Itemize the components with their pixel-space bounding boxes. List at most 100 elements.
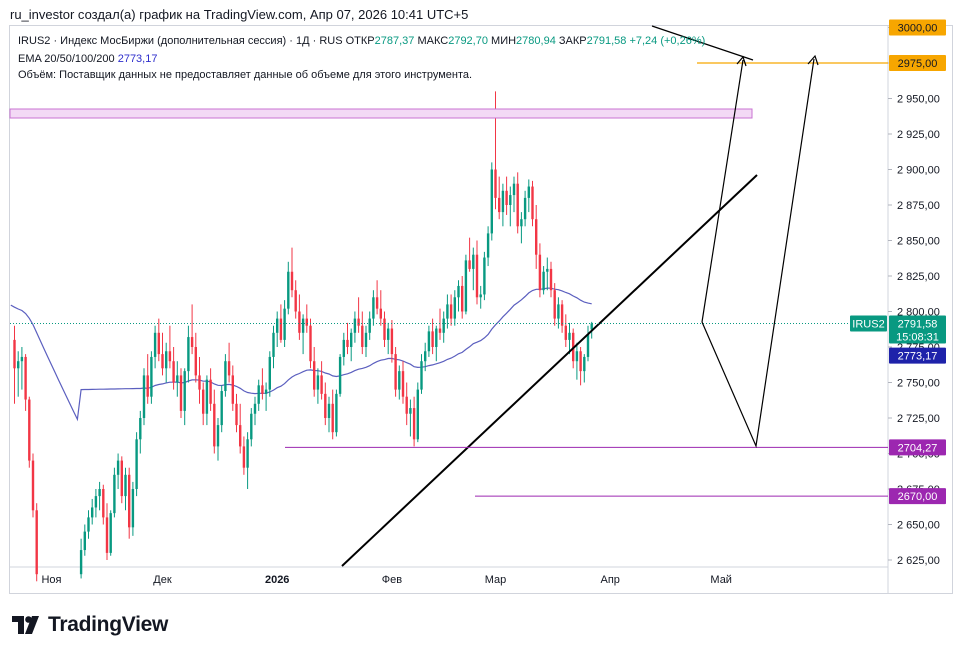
candle-body [486,233,490,258]
candle-body [187,337,190,372]
y-tick-label: 2 825,00 [897,271,940,283]
candle-body [583,356,586,372]
candle-body [165,351,168,369]
candle-body [91,507,94,518]
candle-body [449,304,453,319]
candle-body [468,260,471,269]
x-tick-label: Ноя [41,574,61,586]
candle-body [560,304,564,326]
drawings [9,25,888,567]
candle-body [305,318,308,326]
candle-body [557,304,560,319]
candle-body [150,356,153,397]
candle-body [283,308,286,340]
candle-body [546,268,549,272]
candle-body [579,351,582,372]
legend-volume-note: Объём: Поставщик данных не предоставляет… [18,69,472,81]
candle-body [442,318,445,333]
x-tick-label: Апр [600,574,619,586]
candle-body [227,361,231,376]
candle-body [316,375,320,390]
arrowhead [807,54,819,66]
candle-body [231,375,234,404]
candle-body [220,391,223,426]
candle-body [176,375,179,383]
candle-body [135,439,138,489]
brand: TradingView [12,613,168,637]
y-axis-ticks: 2 625,002 650,002 675,002 700,002 725,00… [888,23,940,567]
legend-low-value: 2780,94 [516,35,556,47]
candle-body [272,332,275,357]
legend-ema-label: EMA 20/50/100/200 [18,53,115,65]
candle-body [294,290,297,312]
candle-body [20,356,24,362]
price-tag-2670-bg [889,488,946,505]
candle-body [409,408,412,414]
candle-body [105,517,109,553]
candle-body [453,297,456,319]
y-tick-label: 2 650,00 [897,520,940,532]
candle-body [387,328,390,340]
legend-open-value: 2787,37 [374,35,415,47]
candle-body [357,318,360,326]
candle-body [401,371,405,397]
candle-body [79,550,83,575]
candle-body [457,285,460,298]
projection-arrow-up [701,59,744,323]
legend-ema-value: 2773,17 [117,53,158,65]
candle-body [313,361,316,390]
candle-body [331,403,334,433]
volume-note-text: Объём: Поставщик данных не предоставляет… [18,69,473,81]
y-tick-label: 2 950,00 [897,94,940,106]
candle-body [553,290,556,319]
x-tick-label: Май [710,574,732,586]
candle-body [190,337,194,347]
legend-change: +7,24 (+0,26%) [629,35,706,47]
legend-instrument: IRUS2 · Индекс МосБиржи (дополнительная … [18,35,343,47]
candle-body [379,308,382,319]
candle-body [216,425,220,447]
candle-body [346,339,349,347]
candle-body [405,396,408,414]
candle-body [512,183,516,196]
candle-body [120,460,123,497]
author-caption: ru_investor создал(а) график на TradingV… [10,7,469,22]
candle-body [568,332,571,340]
candle-body [194,347,197,376]
candle-body [31,460,35,511]
candle-body [235,403,238,426]
candle-body [13,339,16,369]
candle-body [420,361,423,390]
candle-body [549,268,553,291]
candle-body [250,413,253,440]
legend-ohlc: IRUS2 · Индекс МосБиржи (дополнительная … [18,35,705,47]
candle-body [28,399,31,461]
descending-line [651,25,754,61]
candle-body [342,339,345,357]
arrowhead [736,55,747,67]
candle-body [179,375,183,411]
y-tick-label: 2 750,00 [897,378,940,390]
trend-line [341,174,758,567]
brand-name: TradingView [48,613,169,636]
y-tick-label: 2 875,00 [897,200,940,212]
candle-body [198,375,201,390]
candle-body [364,332,368,347]
candle-body [320,375,323,394]
x-axis-labels: Ноя Дек 2026 Фев Мар Апр Май [41,574,731,586]
candle-body [268,356,271,390]
candle-body [361,325,364,347]
candle-body [242,446,246,468]
tradingview-logo-icon [12,616,39,634]
candle-body [102,489,105,518]
candle-body [239,425,242,447]
candle-body [24,356,27,400]
resistance-zone [9,108,753,119]
candle-body [253,403,257,414]
candle-body [538,254,542,291]
legend-close-value: 2791,58 [586,35,627,47]
price-tag-2975: 2975,00 [898,58,938,70]
candle-body [350,332,353,347]
candle-body [168,351,172,362]
